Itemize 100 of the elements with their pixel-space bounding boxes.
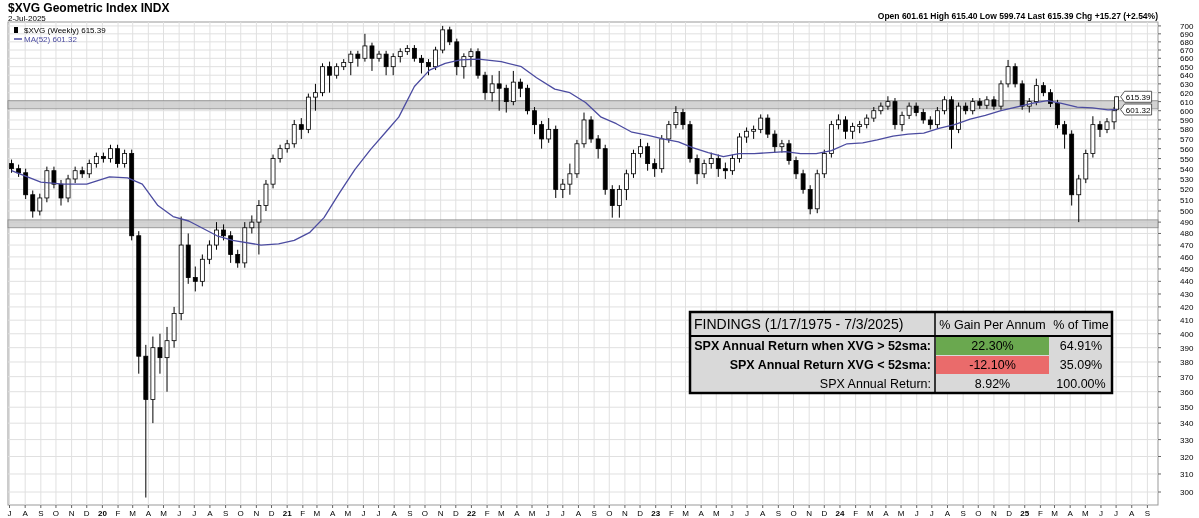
x-tick-label: S — [960, 509, 966, 518]
candlestick — [327, 61, 332, 94]
x-tick-label: A — [760, 509, 767, 518]
x-tick-label: D — [1006, 509, 1013, 518]
y-tick-label: 480 — [1180, 229, 1194, 239]
candlestick — [249, 214, 255, 234]
annotation: 35.09% — [1059, 358, 1103, 372]
x-tick-label: M — [497, 509, 505, 518]
y-tick-label: 610 — [1180, 97, 1194, 107]
annotation: 100.00% — [1056, 377, 1106, 391]
x-tick-label: F — [484, 509, 490, 518]
y-tick-label: 350 — [1180, 403, 1194, 413]
y-tick-label: 430 — [1180, 289, 1194, 299]
legend-label: MA(52) 601.32 — [24, 35, 78, 44]
candlestick — [86, 159, 92, 179]
annotation: 8.92% — [974, 377, 1011, 391]
x-tick-label: F — [1037, 509, 1043, 518]
y-tick-label: 700 — [1180, 21, 1194, 31]
candlestick — [758, 113, 764, 134]
candlestick — [821, 149, 827, 179]
candlestick — [433, 46, 438, 71]
candlestick — [631, 149, 636, 179]
x-tick-label: M — [1051, 509, 1059, 518]
candlestick — [1076, 174, 1082, 223]
candlestick — [560, 178, 566, 199]
x-tick-label: S — [407, 509, 413, 518]
candlestick — [645, 142, 651, 172]
y-tick-label: 620 — [1180, 88, 1194, 98]
y-tick-label: 450 — [1180, 264, 1194, 274]
x-tick-label: M — [712, 509, 720, 518]
y-tick-label: 550 — [1180, 154, 1194, 164]
candlestick — [765, 113, 771, 139]
y-tick-label: 600 — [1180, 106, 1194, 116]
x-tick-label: M — [682, 509, 690, 518]
x-tick-label: J — [1114, 509, 1119, 518]
x-tick-label: S — [1144, 509, 1151, 518]
candlestick — [701, 159, 707, 179]
x-tick-label: M — [313, 509, 321, 518]
y-tick-label: 510 — [1180, 196, 1194, 206]
y-tick-label: 580 — [1180, 125, 1194, 135]
x-tick-label: F — [668, 509, 674, 518]
candlestick — [214, 221, 219, 251]
candlestick — [1055, 99, 1060, 129]
x-tick-label: A — [207, 509, 214, 518]
y-tick-label: 540 — [1180, 164, 1194, 174]
y-tick-label: 680 — [1180, 37, 1194, 47]
x-tick-label: M — [897, 509, 905, 518]
x-tick-label: J — [376, 509, 381, 518]
y-tick-label: 630 — [1180, 79, 1194, 89]
candlestick — [1062, 120, 1068, 150]
y-tick-label: 370 — [1180, 372, 1194, 382]
x-tick-label: J — [361, 509, 366, 518]
candlestick — [30, 189, 36, 219]
y-tick-label: 490 — [1180, 218, 1194, 228]
candlestick — [518, 78, 523, 98]
candlestick — [532, 106, 537, 135]
x-tick-label: D — [452, 509, 459, 518]
candlestick — [737, 132, 742, 164]
x-tick-label: J — [545, 509, 550, 518]
annotation: FINDINGS (1/17/1975 - 7/3/2025) — [694, 316, 904, 332]
x-tick-label: J — [729, 509, 734, 518]
candlestick — [503, 84, 509, 114]
candlestick — [440, 25, 446, 54]
candlestick — [37, 193, 43, 216]
y-tick-label: 380 — [1180, 357, 1194, 367]
x-tick-label: 22 — [466, 509, 477, 518]
x-tick-label: M — [528, 509, 536, 518]
x-tick-label: 21 — [282, 509, 293, 518]
y-tick-label: 690 — [1180, 29, 1194, 39]
x-tick-label: O — [606, 509, 613, 518]
candlestick — [624, 169, 629, 201]
y-tick-label: 590 — [1180, 115, 1194, 125]
candlestick — [638, 138, 643, 159]
candlestick — [390, 52, 396, 76]
candlestick — [934, 106, 940, 129]
legend-label: $XVG (Weekly) 615.39 — [24, 26, 107, 35]
annotation: 601.32 — [1125, 105, 1151, 115]
x-tick-label: J — [560, 509, 565, 518]
x-tick-label: J — [177, 509, 182, 518]
candlestick — [122, 149, 128, 169]
candlestick — [298, 117, 304, 140]
x-tick-label: J — [929, 509, 934, 518]
y-tick-label: 530 — [1180, 174, 1194, 184]
text: Open 601.61 High 615.40 Low 599.74 Last 615.39 Chg +15.27 (+2.54%) — [877, 11, 1159, 21]
annotation: % Gain Per Annum — [939, 317, 1046, 332]
x-tick-label: F — [853, 509, 859, 518]
y-tick-label: 670 — [1180, 46, 1194, 56]
annotation: -12.10% — [969, 358, 1016, 372]
x-tick-label: J — [192, 509, 197, 518]
x-tick-label: 20 — [97, 509, 108, 518]
candlestick — [609, 184, 615, 219]
candlestick — [447, 26, 453, 46]
x-tick-label: D — [268, 509, 275, 518]
annotation: 615.39 — [1125, 92, 1151, 102]
y-tick-label: 500 — [1180, 207, 1194, 217]
x-tick-label: 25 — [1020, 509, 1030, 518]
y-tick-label: 460 — [1180, 252, 1194, 262]
annotation: % of Time — [1053, 317, 1109, 332]
y-tick-label: 400 — [1180, 329, 1194, 339]
x-tick-label: N — [253, 509, 260, 518]
